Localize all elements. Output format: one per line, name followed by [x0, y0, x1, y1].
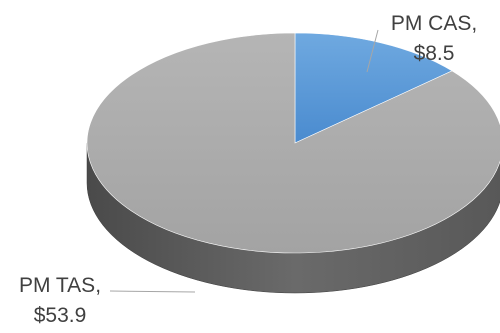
data-label-pm-tas-value: $53.9 [34, 304, 87, 327]
pie-slice-pm-cas [294, 32, 453, 144]
data-label-pm-cas-value: $8.5 [414, 42, 455, 65]
data-label-pm-tas-name: PM TAS, [19, 274, 101, 297]
leader-line-pm-tas [109, 290, 196, 293]
data-label-pm-cas-name: PM CAS, [391, 12, 477, 35]
pie-slices [86, 32, 500, 254]
pie-slice-pm-tas [86, 32, 500, 254]
leader-line-pm-cas [366, 29, 379, 73]
